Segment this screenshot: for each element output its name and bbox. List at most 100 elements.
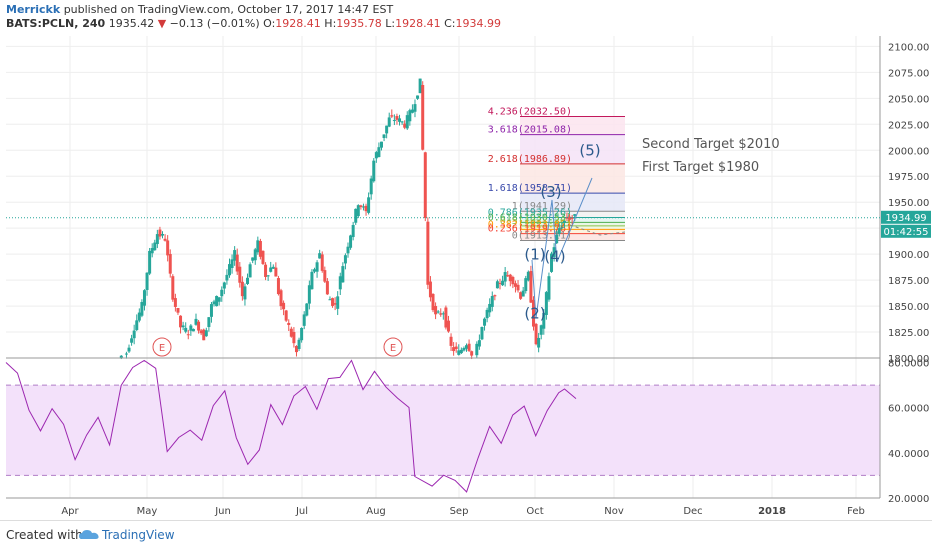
fib-level-label: 0.786(1935.26) <box>488 208 572 219</box>
candle-body <box>132 330 136 339</box>
time-tick-label: Oct <box>526 506 543 517</box>
rsi-indicator <box>5 359 880 493</box>
candle-body <box>392 120 396 122</box>
candle-body <box>209 304 213 317</box>
candle-body <box>436 311 440 313</box>
footer: Created with TradingView <box>0 520 932 551</box>
target-annotations: Second Target $2010 First Target $1980 <box>642 137 780 175</box>
candle-body <box>124 353 128 355</box>
candle-body <box>199 330 203 334</box>
fib-level-label: 2.618(1986.89) <box>488 154 572 165</box>
close-value: 1934.99 <box>455 17 502 30</box>
candle-body <box>307 285 311 304</box>
candle-body <box>426 221 430 285</box>
candle-body <box>284 310 288 321</box>
candle-body <box>421 85 425 150</box>
candle-body <box>150 248 154 254</box>
time-tick-label: 2018 <box>758 506 786 517</box>
candle-body <box>161 234 165 236</box>
candle-body <box>127 347 131 352</box>
candle-body <box>400 121 404 123</box>
candle-body <box>176 308 180 313</box>
candle-body <box>346 246 350 254</box>
candle-body <box>457 350 461 355</box>
wave-label: (2) <box>524 305 545 323</box>
candle-body <box>148 250 152 274</box>
price-tick-label: 1875.00 <box>888 276 929 287</box>
candle-body <box>256 240 260 253</box>
candle-body <box>470 351 474 356</box>
tradingview-link[interactable]: TradingView <box>102 528 175 542</box>
candle-body <box>562 220 566 223</box>
candle-body <box>194 318 198 325</box>
candle-body <box>171 276 175 300</box>
candle-body <box>343 255 347 264</box>
time-tick-label: May <box>137 506 158 517</box>
fib-level-label: 0.5(1927.20) <box>500 216 572 227</box>
open-value: 1928.41 <box>275 17 321 30</box>
candle-body <box>498 282 502 284</box>
open-label: O: <box>263 17 276 30</box>
tradingview-cloud-icon <box>79 530 99 539</box>
candle-body <box>560 227 564 229</box>
candle-body <box>331 298 335 306</box>
candle-body <box>130 338 134 343</box>
fib-zone <box>520 233 625 241</box>
earnings-marker <box>152 337 172 357</box>
candle-body <box>318 253 322 259</box>
candle-body <box>240 281 244 297</box>
candle-body <box>506 275 510 277</box>
created-with-text: Created with <box>6 528 83 542</box>
candle-body <box>483 318 487 326</box>
candle-body <box>220 289 224 297</box>
candle-body <box>372 160 376 182</box>
candle-body <box>467 343 471 351</box>
fibonacci-extension[interactable]: 4.236(2032.50) 3.618(2015.08) 2.618(1986.8… <box>488 107 625 242</box>
candle-body <box>444 307 448 328</box>
candle-body <box>289 328 293 337</box>
time-tick-label: Dec <box>683 506 702 517</box>
candle-body <box>387 117 391 127</box>
candle-body <box>333 303 337 305</box>
candle-body <box>145 272 149 290</box>
price-tick-label: 1800.00 <box>888 354 929 365</box>
candle-body <box>568 216 572 220</box>
candle-body <box>511 276 515 285</box>
candle-body <box>287 322 291 325</box>
candle-body <box>495 281 499 289</box>
candle-body <box>233 250 237 261</box>
candle-body <box>501 280 505 286</box>
candle-body <box>349 235 353 248</box>
candle-body <box>537 337 541 348</box>
candle-body <box>441 313 445 315</box>
target-annotation: First Target $1980 <box>642 160 759 175</box>
candle-body <box>524 278 528 292</box>
low-label: L: <box>385 17 396 30</box>
candle-body <box>119 355 123 359</box>
candle-body <box>361 206 365 208</box>
candle-body <box>269 267 273 272</box>
candle-body <box>336 296 340 309</box>
candle-body <box>490 296 494 307</box>
candle-body <box>390 115 394 117</box>
candle-body <box>186 334 190 336</box>
candle-body <box>403 123 407 128</box>
price-tick-label: 2000.00 <box>888 146 929 157</box>
candle-body <box>253 249 257 261</box>
candle-body <box>462 347 466 351</box>
candle-body <box>385 125 389 134</box>
candle-body <box>264 264 268 277</box>
last-price-label: 1934.99 <box>885 213 926 224</box>
candle-body <box>166 240 170 256</box>
rsi-tick-label: 80.0000 <box>888 359 929 370</box>
candle-body <box>503 272 507 282</box>
candle-body <box>367 197 371 213</box>
price-tick-label: 1950.00 <box>888 198 929 209</box>
candle-body <box>251 257 255 261</box>
author-name[interactable]: Merrickk <box>6 3 61 16</box>
candle-body <box>374 152 378 159</box>
chart-area[interactable]: 4.236(2032.50) 3.618(2015.08) 2.618(1986.8… <box>0 0 932 520</box>
elliott-wave-labels: (1) (2) (3) (4) (5) <box>524 141 626 323</box>
candle-body <box>547 276 551 300</box>
